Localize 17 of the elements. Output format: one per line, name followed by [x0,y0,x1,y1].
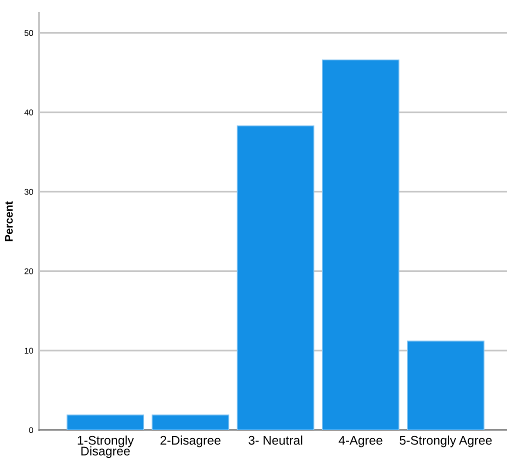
y-tick-label: 30 [24,188,34,195]
x-tick-label: 3- Neutral [248,436,302,445]
y-tick-label: 50 [24,30,34,36]
y-axis-title: Percent [5,201,13,242]
y-tick-label: 20 [24,268,34,274]
x-tick-label: 4-Agree [338,436,382,448]
x-tick-label: 1-Strongly Disagree [78,436,134,458]
x-tick-label: 5-Strongly Agree [400,436,492,448]
y-tick-label: 40 [24,109,34,116]
x-tick-label: 2-Disagree [160,436,220,448]
bar [152,414,230,430]
y-tick-label: 0 [29,427,34,434]
bar [236,125,314,430]
bar [66,414,144,430]
bar [322,59,400,430]
bar [407,340,484,430]
y-tick-label: 10 [24,348,34,354]
